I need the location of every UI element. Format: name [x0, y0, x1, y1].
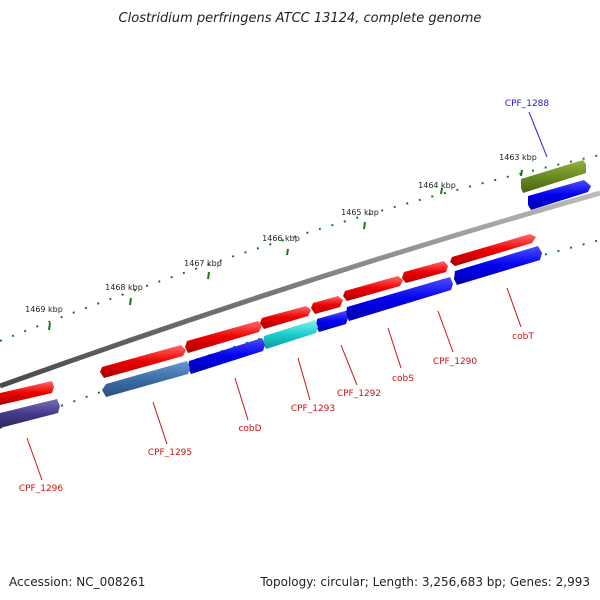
gene-cpf1293-forward[interactable]: [260, 306, 311, 329]
leader-cpf1290: [437, 310, 454, 353]
major-tick: [129, 297, 132, 306]
tick-label: 1467 kbp: [184, 259, 222, 268]
gene-cobD-reverse[interactable]: [188, 338, 265, 374]
map-title: Clostridium perfringens ATCC 13124, comp…: [119, 11, 482, 26]
major-tick: [207, 271, 210, 280]
leader-cpf1295: [152, 401, 168, 445]
leader-cpf1288: [528, 111, 548, 158]
major-tick: [286, 248, 289, 256]
gene-label[interactable]: CPF_1288: [505, 99, 550, 109]
tick-label: 1464 kbp: [418, 181, 456, 190]
gene-label[interactable]: CPF_1295: [148, 448, 192, 458]
gene-label[interactable]: CPF_1292: [337, 389, 381, 399]
genome-backbone: [0, 190, 600, 389]
gene-label[interactable]: cobD: [238, 424, 261, 434]
leader-cpf1292: [340, 344, 358, 386]
gene-cpf1293-reverse[interactable]: [263, 320, 318, 349]
tick-label: 1463 kbp: [499, 153, 537, 162]
major-tick: [440, 187, 443, 195]
leader-cobT: [506, 287, 522, 328]
leader-cobS: [387, 327, 402, 369]
leader-cpf1293: [297, 357, 311, 401]
gene-cpf1290-forward[interactable]: [402, 261, 448, 283]
forward-strand: [0, 234, 536, 405]
gene-cpf1295-forward[interactable]: [100, 345, 186, 378]
gene-cobT-reverse[interactable]: [454, 246, 542, 285]
gene-cpf1292-forward[interactable]: [311, 296, 343, 314]
accession-text: Accession: NC_008261: [9, 575, 146, 589]
gene-cpf1296-forward[interactable]: [0, 381, 54, 405]
major-ticks: [48, 169, 523, 331]
leader-lines: [26, 111, 548, 481]
genome-stats-text: Topology: circular; Length: 3,256,683 bp…: [260, 575, 590, 589]
gene-label[interactable]: CPF_1293: [291, 404, 335, 414]
gene-label[interactable]: CPF_1290: [433, 357, 478, 367]
reverse-strand: [0, 160, 591, 428]
leader-cobD: [234, 377, 249, 421]
tick-label: 1469 kbp: [25, 305, 63, 314]
gene-cpf1288-reverse[interactable]: [528, 180, 591, 210]
gene-cpf1290-reverse[interactable]: [346, 277, 453, 321]
gene-cobT-forward[interactable]: [450, 234, 536, 266]
gene-cpf1295-reverse[interactable]: [102, 361, 190, 397]
tick-label: 1468 kbp: [105, 283, 143, 292]
major-tick: [48, 322, 51, 331]
gene-cobD-forward[interactable]: [185, 321, 262, 353]
gene-cpf1292-reverse[interactable]: [316, 311, 348, 332]
gene-cpf1296-reverse[interactable]: [0, 399, 60, 428]
gene-cobS-forward[interactable]: [343, 276, 403, 301]
major-tick: [363, 221, 366, 230]
tick-label: 1465 kbp: [341, 208, 379, 217]
gene-label[interactable]: CPF_1296: [19, 484, 64, 494]
gene-label[interactable]: cobS: [392, 374, 414, 384]
gene-cpf1288-olive[interactable]: [521, 160, 586, 193]
gene-label[interactable]: cobT: [512, 332, 534, 342]
leader-cpf1296: [26, 437, 43, 481]
tick-label: 1466 kbp: [262, 234, 300, 243]
major-tick: [520, 169, 523, 177]
